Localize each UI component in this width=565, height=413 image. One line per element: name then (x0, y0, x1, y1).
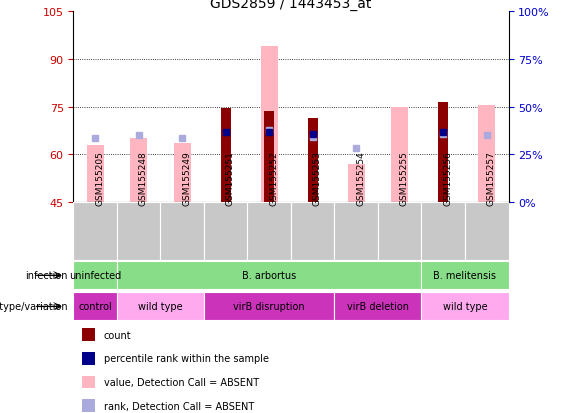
Bar (260, 47, 278, 202)
Text: GSM155253: GSM155253 (313, 150, 321, 205)
Bar (334, 202, 378, 260)
Text: GSM155249: GSM155249 (182, 151, 191, 205)
Text: GSM155257: GSM155257 (487, 150, 496, 205)
Text: control: control (79, 301, 112, 312)
Text: GSM155255: GSM155255 (400, 150, 408, 205)
Bar (86, 145, 104, 202)
Bar (130, 139, 147, 202)
Bar (173, 144, 191, 202)
Text: infection: infection (25, 271, 68, 281)
Text: GSM155256: GSM155256 (443, 150, 452, 205)
Bar (73, 293, 117, 320)
Text: wild type: wild type (443, 301, 487, 312)
Text: B. melitensis: B. melitensis (433, 271, 497, 281)
Bar (73, 202, 117, 260)
Bar (478, 106, 496, 202)
Bar (82, 376, 95, 389)
Bar (204, 202, 247, 260)
Bar (291, 202, 334, 260)
Bar (160, 202, 204, 260)
Bar (308, 119, 318, 202)
Bar (247, 202, 291, 260)
Bar (378, 202, 421, 260)
Text: rank, Detection Call = ABSENT: rank, Detection Call = ABSENT (104, 401, 254, 411)
Bar (221, 109, 231, 202)
Text: GSM155251: GSM155251 (226, 150, 234, 205)
Bar (421, 262, 508, 290)
Bar (82, 399, 95, 412)
Text: genotype/variation: genotype/variation (0, 301, 68, 312)
Text: percentile rank within the sample: percentile rank within the sample (104, 354, 269, 363)
Text: B. arbortus: B. arbortus (242, 271, 297, 281)
Text: uninfected: uninfected (69, 271, 121, 281)
Bar (82, 352, 95, 365)
Bar (347, 164, 365, 202)
Text: GSM155252: GSM155252 (270, 151, 278, 205)
Bar (117, 202, 160, 260)
Bar (391, 107, 408, 202)
Bar (204, 293, 334, 320)
Text: wild type: wild type (138, 301, 182, 312)
Bar (421, 293, 508, 320)
Bar (465, 202, 508, 260)
Bar (334, 293, 421, 320)
Text: virB deletion: virB deletion (347, 301, 409, 312)
Text: virB disruption: virB disruption (233, 301, 305, 312)
Bar (438, 102, 448, 202)
Bar (73, 262, 117, 290)
Text: GSM155205: GSM155205 (95, 150, 104, 205)
Bar (82, 328, 95, 341)
Bar (264, 112, 274, 202)
Title: GDS2859 / 1443453_at: GDS2859 / 1443453_at (210, 0, 372, 12)
Text: value, Detection Call = ABSENT: value, Detection Call = ABSENT (104, 377, 259, 387)
Bar (117, 262, 421, 290)
Bar (117, 293, 204, 320)
Text: count: count (104, 330, 132, 340)
Text: GSM155248: GSM155248 (139, 151, 147, 205)
Bar (421, 202, 465, 260)
Text: GSM155254: GSM155254 (357, 151, 365, 205)
